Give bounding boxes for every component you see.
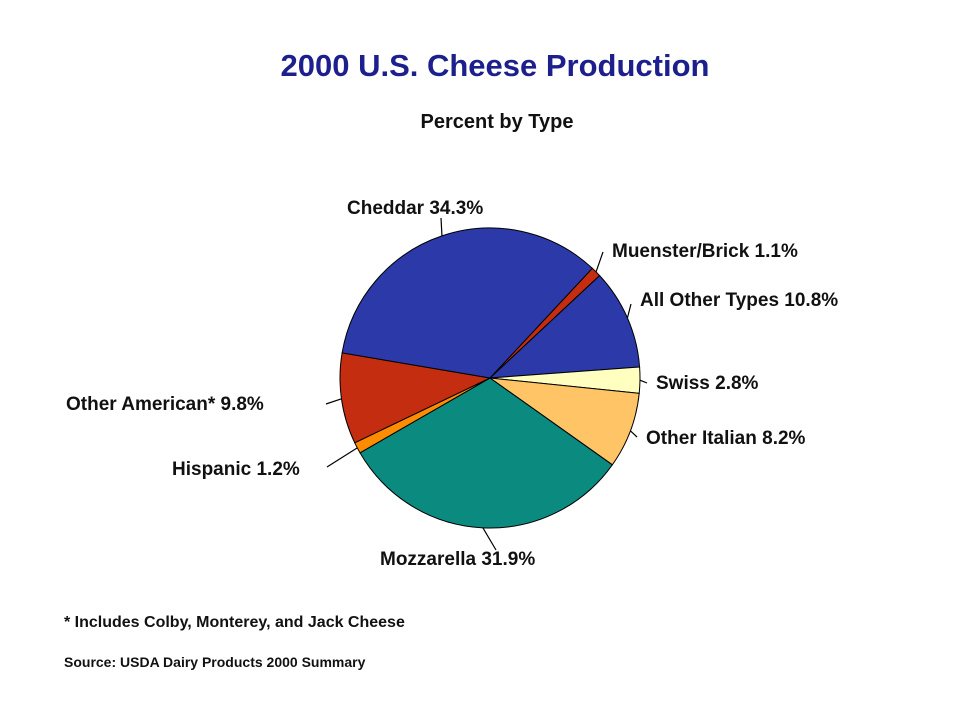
leader-line-mozzarella (482, 527, 497, 551)
pie-slice-other-american (339, 352, 492, 444)
pie-slice-mozzarella (359, 377, 614, 529)
pie-slices (339, 227, 641, 529)
pie-slice-cheddar (341, 227, 594, 379)
leader-line-other-american (325, 398, 342, 405)
leader-line-cheddar (440, 217, 443, 236)
leader-line-muenster-brick (595, 251, 604, 273)
leader-line-all-other-types (626, 303, 632, 319)
footnote: * Includes Colby, Monterey, and Jack Che… (64, 614, 405, 631)
leader-line-swiss (639, 379, 648, 384)
label-leader-lines (325, 217, 648, 551)
slice-label-cheddar: Cheddar 34.3% (347, 198, 483, 219)
slice-label-other-american: Other American* 9.8% (66, 394, 264, 415)
leader-line-other-italian (629, 430, 638, 438)
slice-label-other-italian: Other Italian 8.2% (646, 428, 806, 449)
source-note: Source: USDA Dairy Products 2000 Summary (64, 654, 366, 670)
slice-label-all-other-types: All Other Types 10.8% (640, 290, 838, 311)
chart-title: 2000 U.S. Cheese Production (281, 48, 710, 83)
pie-slice-all-other-types (488, 274, 641, 379)
slice-label-mozzarella: Mozzarella 31.9% (380, 549, 535, 570)
slice-label-swiss: Swiss 2.8% (656, 373, 759, 394)
slice-label-muenster-brick: Muenster/Brick 1.1% (612, 241, 798, 262)
chart-subtitle: Percent by Type (420, 111, 573, 133)
slice-labels: Muenster/Brick 1.1% All Other Types 10.8%… (66, 198, 838, 570)
leader-line-hispanic (326, 447, 358, 468)
slice-label-hispanic: Hispanic 1.2% (172, 459, 300, 480)
